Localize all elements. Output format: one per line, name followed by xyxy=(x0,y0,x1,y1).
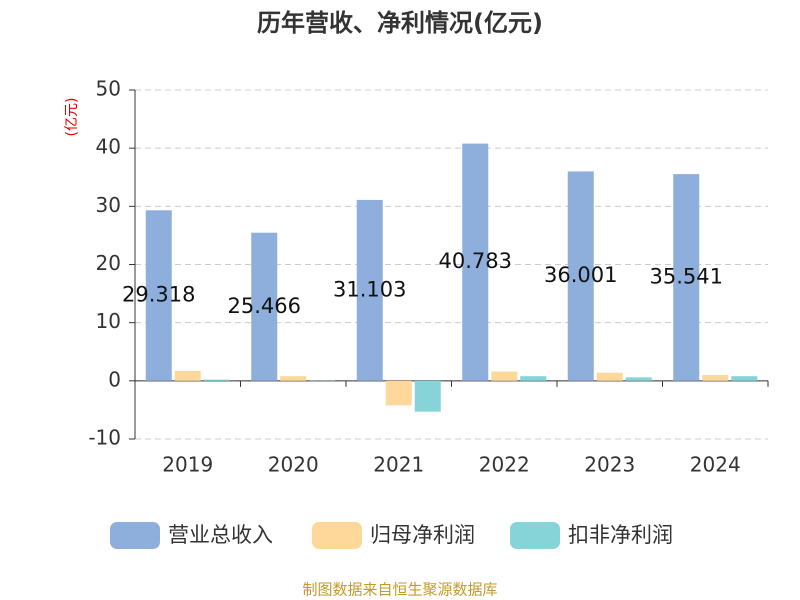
x-tick-label: 2021 xyxy=(373,453,424,477)
legend-swatch xyxy=(110,522,160,549)
y-tick-label: 40 xyxy=(96,135,121,159)
y-axis-label: (亿元) xyxy=(64,98,80,137)
legend-swatch xyxy=(312,522,362,549)
bar xyxy=(356,199,383,381)
bar xyxy=(596,372,623,381)
bar xyxy=(251,232,278,381)
y-tick-label: 50 xyxy=(96,77,121,101)
bar xyxy=(673,174,700,381)
data-label: 36.001 xyxy=(544,263,617,287)
bar xyxy=(145,210,172,381)
chart-title: 历年营收、净利情况(亿元) xyxy=(257,9,543,37)
legend-label: 归母净利润 xyxy=(370,523,475,547)
y-tick-label: 10 xyxy=(96,309,121,333)
legend-label: 营业总收入 xyxy=(168,523,273,547)
y-tick-label: 0 xyxy=(108,367,121,391)
legend-label: 扣非净利润 xyxy=(568,523,673,547)
bar xyxy=(462,143,489,381)
data-label: 31.103 xyxy=(333,277,406,301)
bar xyxy=(280,376,307,381)
bar xyxy=(174,370,201,381)
data-label: 25.466 xyxy=(228,294,301,318)
x-tick-label: 2020 xyxy=(268,453,319,477)
bar xyxy=(702,375,729,381)
bar xyxy=(567,171,594,381)
bar xyxy=(203,379,230,381)
bar xyxy=(385,380,412,406)
bar xyxy=(731,376,758,381)
source-note: 制图数据来自恒生聚源数据库 xyxy=(302,581,497,599)
data-label: 40.783 xyxy=(439,249,512,273)
x-tick-label: 2022 xyxy=(479,453,530,477)
x-tick-label: 2019 xyxy=(162,453,213,477)
y-tick-label: 30 xyxy=(96,193,121,217)
y-tick-label: 20 xyxy=(96,251,121,275)
bar xyxy=(414,380,441,412)
data-label: 35.541 xyxy=(650,264,723,288)
legend-swatch xyxy=(510,522,560,549)
bar xyxy=(491,371,518,381)
bar xyxy=(625,377,652,381)
x-tick-label: 2024 xyxy=(690,453,741,477)
data-label: 29.318 xyxy=(122,283,195,307)
y-tick-label: -10 xyxy=(88,426,121,450)
bar xyxy=(520,376,547,381)
x-tick-label: 2023 xyxy=(584,453,635,477)
